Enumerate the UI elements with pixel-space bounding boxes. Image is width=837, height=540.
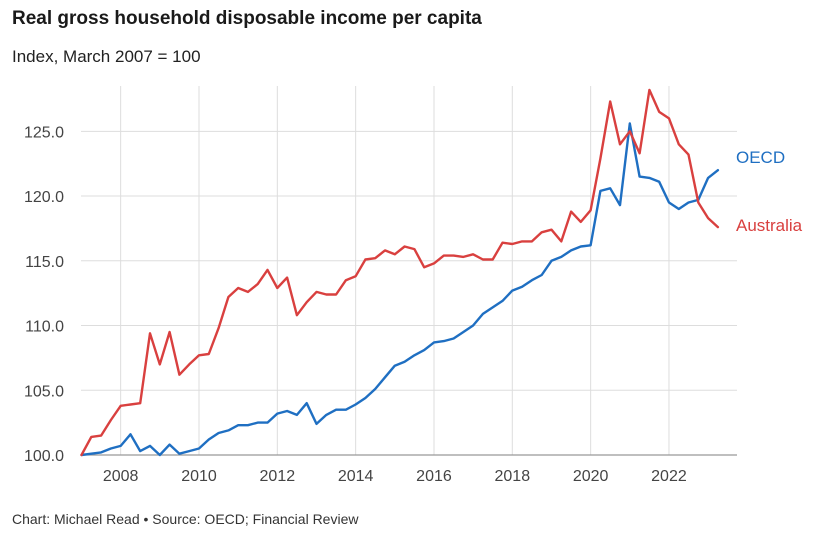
y-tick-label: 105.0 (24, 383, 64, 400)
grid-lines (81, 86, 737, 455)
x-tick-label: 2014 (338, 468, 374, 485)
series-label-australia: Australia (736, 216, 803, 235)
y-tick-label: 100.0 (24, 448, 64, 465)
y-tick-label: 120.0 (24, 189, 64, 206)
chart-title: Real gross household disposable income p… (12, 8, 482, 29)
x-tick-label: 2010 (181, 468, 217, 485)
series-label-oecd: OECD (736, 148, 785, 167)
y-tick-label: 125.0 (24, 124, 64, 141)
x-tick-label: 2012 (260, 468, 296, 485)
y-tick-label: 110.0 (25, 319, 64, 336)
tick-labels: 2008 2010 2012 2014 2016 2018 2020 2022 100.0 105… (24, 124, 687, 485)
x-tick-label: 2008 (103, 468, 139, 485)
chart-credit: Chart: Michael Read • Source: OECD; Fina… (12, 511, 359, 527)
x-tick-label: 2016 (416, 468, 452, 485)
series-line-oecd (80, 122, 720, 457)
chart-subtitle: Index, March 2007 = 100 (12, 47, 201, 66)
series-labels: OECD Australia (736, 148, 803, 235)
x-tick-label: 2022 (651, 468, 687, 485)
series-line-australia (80, 88, 720, 457)
x-tick-label: 2020 (573, 468, 609, 485)
y-tick-label: 115.0 (25, 254, 64, 271)
series-lines (80, 88, 720, 457)
x-tick-label: 2018 (495, 468, 531, 485)
